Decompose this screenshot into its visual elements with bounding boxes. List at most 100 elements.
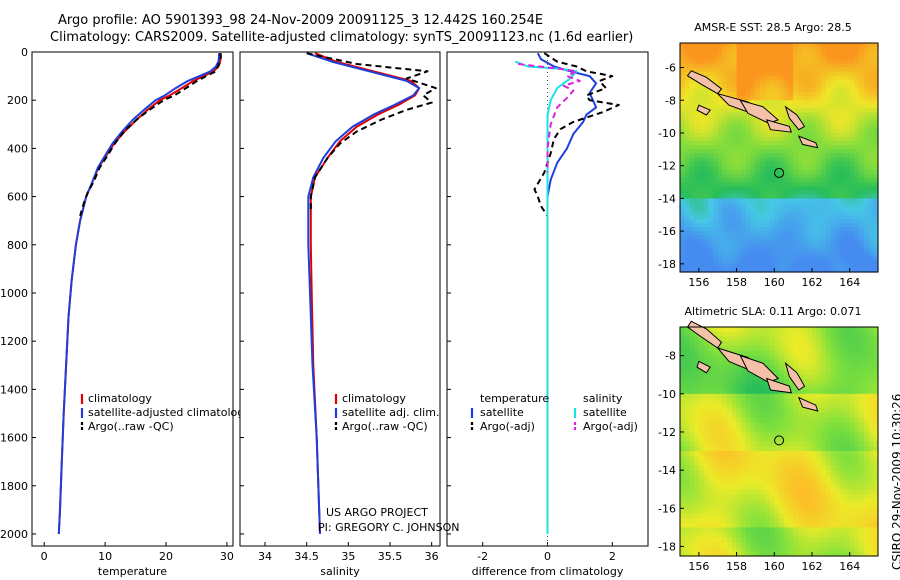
heatmap-cell — [694, 218, 700, 224]
heatmap-cell — [854, 231, 860, 236]
heatmap-cell — [713, 522, 719, 528]
heatmap-cell — [854, 379, 860, 385]
sst_map-island-outline — [696, 104, 711, 116]
heatmap-cell — [731, 71, 738, 77]
heatmap-cell — [863, 104, 870, 109]
heatmap-cell — [708, 267, 714, 273]
heatmap-cell — [722, 157, 728, 163]
heatmap-cell — [694, 247, 700, 253]
heatmap-cell — [854, 369, 860, 376]
heatmap-cell — [826, 517, 832, 524]
heatmap-cell — [863, 327, 870, 333]
heatmap-cell — [873, 436, 879, 443]
heatmap-cell — [698, 239, 705, 244]
heatmap-cell — [873, 522, 879, 528]
heatmap-cell — [873, 79, 879, 85]
heatmap-cell — [854, 149, 860, 154]
heatmap-cell — [698, 124, 705, 130]
heatmap-cell — [713, 96, 719, 101]
heatmap-cell — [684, 124, 690, 130]
heatmap-cell — [859, 384, 865, 390]
heatmap-cell — [741, 465, 747, 471]
heatmap-cell — [826, 403, 832, 409]
heatmap-cell — [731, 227, 738, 232]
heatmap-cell — [797, 210, 804, 216]
heatmap-cell — [684, 100, 690, 105]
heatmap-cell — [859, 83, 865, 89]
heatmap-cell — [760, 231, 766, 236]
heatmap-cell — [760, 331, 766, 338]
heatmap-cell — [849, 251, 855, 257]
heatmap-cell — [755, 403, 761, 409]
heatmap-cell — [708, 210, 714, 216]
heatmap-cell — [698, 153, 705, 159]
heatmap-cell — [797, 259, 804, 265]
heatmap-cell — [689, 145, 695, 150]
heatmap-cell — [722, 551, 728, 557]
heatmap-cell — [783, 441, 789, 447]
heatmap-cell — [769, 63, 775, 69]
heatmap-cell — [783, 436, 789, 443]
heatmap-cell — [760, 182, 766, 187]
heatmap-cell — [854, 153, 860, 159]
heatmap-cell — [755, 259, 761, 265]
heatmap-cell — [793, 470, 799, 476]
heatmap-cell — [802, 412, 808, 419]
heatmap-cell — [731, 47, 738, 52]
heatmap-cell — [689, 508, 695, 514]
heatmap-cell — [788, 417, 794, 423]
heatmap-cell — [779, 186, 785, 191]
heatmap-cell — [830, 120, 837, 126]
heatmap-cell — [750, 267, 756, 273]
heatmap-cell — [722, 474, 728, 481]
heatmap-cell — [797, 527, 804, 533]
heatmap-cell — [835, 327, 841, 333]
heatmap-cell — [793, 243, 799, 249]
heatmap-cell — [826, 112, 832, 118]
heatmap-cell — [835, 235, 841, 240]
heatmap-cell — [797, 255, 804, 261]
heatmap-cell — [868, 173, 874, 179]
heatmap-cell — [689, 55, 695, 60]
heatmap-cell — [802, 218, 808, 224]
heatmap-cell — [689, 546, 695, 552]
heatmap-cell — [698, 210, 705, 216]
heatmap-cell — [779, 336, 785, 342]
heatmap-cell — [854, 498, 860, 505]
heatmap-cell — [717, 243, 723, 249]
heatmap-cell — [793, 108, 799, 114]
heatmap-cell — [845, 120, 851, 126]
heatmap-cell — [807, 412, 813, 419]
heatmap-cell — [807, 513, 813, 519]
heatmap-cell — [774, 517, 780, 524]
heatmap-cell — [849, 108, 855, 114]
heatmap-cell — [760, 222, 766, 228]
heatmap-cell — [680, 149, 686, 154]
heatmap-cell — [769, 331, 775, 338]
heatmap-cell — [830, 251, 837, 257]
heatmap-cell — [727, 83, 733, 89]
heatmap-cell — [779, 133, 785, 138]
heatmap-cell — [698, 379, 705, 385]
heatmap-cell — [840, 198, 846, 204]
heatmap-cell — [868, 141, 874, 146]
heatmap-cell — [764, 432, 771, 438]
heatmap-cell — [727, 255, 733, 261]
heatmap-cell — [713, 173, 719, 179]
difference-xlabel: difference from climatology — [472, 565, 624, 578]
heatmap-cell — [845, 141, 851, 146]
heatmap-cell — [750, 218, 756, 224]
heatmap-cell — [816, 124, 822, 130]
heatmap-cell — [849, 393, 855, 400]
heatmap-cell — [774, 206, 780, 212]
heatmap-cell — [826, 202, 832, 208]
heatmap-cell — [788, 427, 794, 433]
heatmap-cell — [717, 331, 723, 338]
heatmap-cell — [741, 51, 747, 56]
heatmap-cell — [854, 128, 860, 134]
heatmap-cell — [849, 441, 855, 447]
heatmap-cell — [868, 128, 874, 134]
heatmap-cell — [722, 403, 728, 409]
heatmap-cell — [816, 451, 822, 457]
heatmap-cell — [826, 513, 832, 519]
